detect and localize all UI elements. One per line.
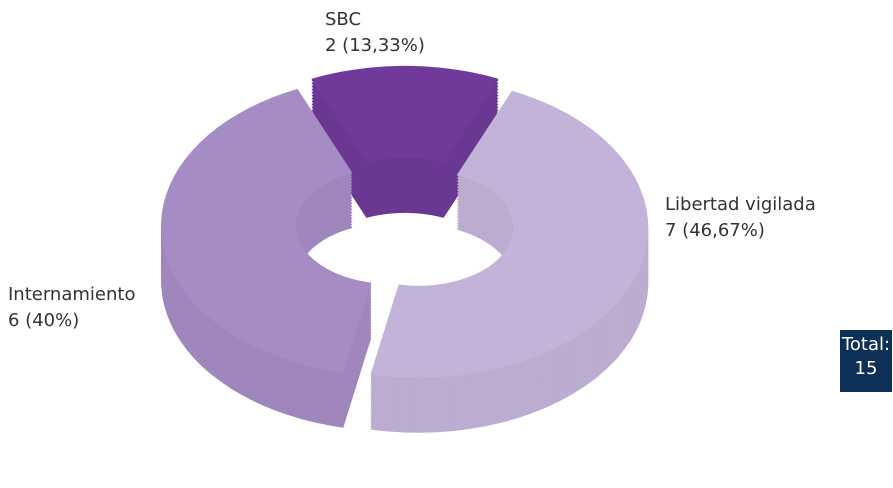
slice (161, 88, 372, 373)
total-label: Total: (841, 334, 890, 355)
slice-label: Internamiento (8, 284, 135, 305)
slice (311, 65, 499, 163)
slice-label: Libertad vigilada (665, 194, 816, 215)
slice (370, 90, 649, 378)
slice-label: SBC (325, 9, 361, 30)
donut (161, 65, 649, 433)
total-box (840, 330, 892, 392)
total-value: 15 (855, 358, 878, 379)
value-label: 7 (46,67%) (665, 220, 765, 241)
value-label: 2 (13,33%) (325, 35, 425, 56)
value-label: 6 (40%) (8, 310, 79, 331)
